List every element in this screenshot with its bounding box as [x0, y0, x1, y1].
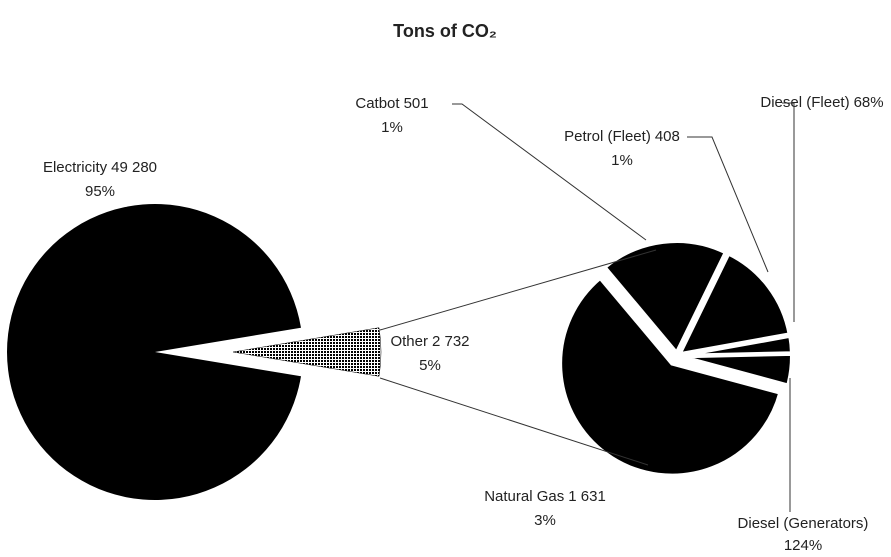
pie-slice — [675, 250, 792, 357]
data-label: Electricity 49 280 — [43, 159, 157, 176]
data-label: Other 2 732 — [390, 333, 469, 350]
pie-slice — [679, 351, 794, 388]
pie-slice — [7, 204, 301, 500]
pie-slice — [232, 327, 382, 377]
data-label: Diesel (Fleet) 68% — [760, 94, 883, 111]
data-label: Petrol (Fleet) 408 — [564, 128, 680, 145]
data-label: Natural Gas 1 631 — [484, 488, 606, 505]
connector — [379, 249, 657, 331]
leader-line — [687, 136, 769, 273]
value-label: 501 — [404, 95, 429, 112]
category-label: Diesel (Generators) — [738, 515, 869, 532]
value-label: 124% — [784, 537, 822, 554]
leader-line — [782, 102, 795, 322]
category-label: Other — [390, 333, 428, 350]
data-label: Catbot 501 — [355, 95, 428, 112]
category-label: Petrol (Fleet) — [564, 128, 651, 145]
category-label: Diesel (Fleet) — [760, 94, 849, 111]
percent-label: 95% — [85, 183, 115, 200]
connector — [379, 377, 649, 466]
value-label: 49 280 — [111, 159, 157, 176]
pie-slice — [558, 274, 783, 478]
category-label: Electricity — [43, 159, 108, 176]
value-label: 2 732 — [432, 333, 470, 350]
leader-line — [452, 103, 647, 241]
percent-label: 5% — [419, 357, 441, 374]
percent-label: 3% — [534, 512, 556, 529]
category-label: Natural Gas — [484, 488, 564, 505]
value-label: 68% — [854, 94, 884, 111]
chart-title: Tons of CO₂ — [393, 21, 497, 41]
value-label: 1 631 — [568, 488, 606, 505]
percent-label: 1% — [381, 119, 403, 136]
percent-label: 1% — [611, 152, 633, 169]
category-label: Catbot — [355, 95, 400, 112]
value-label: 408 — [655, 128, 680, 145]
pie-slice — [601, 239, 729, 357]
